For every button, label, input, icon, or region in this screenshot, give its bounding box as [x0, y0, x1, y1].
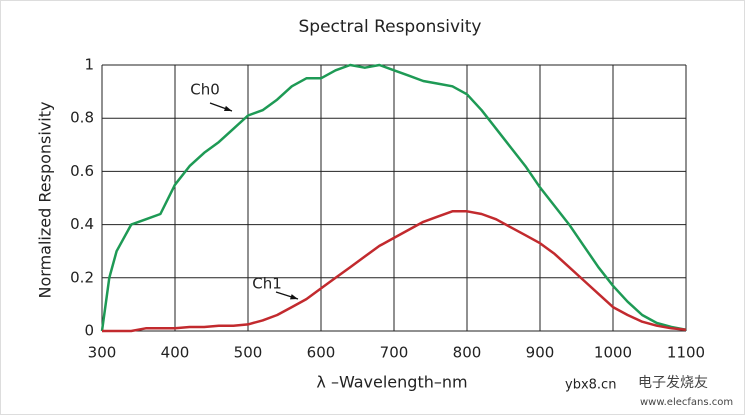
x-tick-label: 500	[234, 344, 263, 362]
arrow-head	[290, 294, 298, 300]
y-tick-label: 0.4	[70, 215, 94, 233]
chart-title: Spectral Responsivity	[298, 17, 481, 37]
series-line	[102, 210, 687, 333]
watermark: 电子发烧友	[638, 375, 708, 391]
watermark: ybx8.cn	[565, 378, 616, 393]
arrow-head	[224, 105, 232, 112]
y-tick-label: 0.6	[70, 162, 94, 180]
watermark: www.elecfans.com	[640, 397, 733, 408]
y-tick-label: 0	[84, 322, 94, 340]
x-tick-label: 700	[380, 344, 409, 362]
x-tick-label: 900	[526, 344, 555, 362]
y-axis-label: Normalized Responsivity	[36, 102, 55, 299]
x-tick-label: 1000	[594, 344, 632, 362]
x-tick-label: 600	[307, 344, 336, 362]
x-tick-label: 300	[88, 344, 117, 362]
series-line	[100, 63, 687, 332]
x-tick-label: 800	[453, 344, 482, 362]
y-tick-label: 0.2	[70, 268, 94, 286]
x-tick-label: 1100	[667, 344, 705, 362]
y-tick-label: 0.8	[70, 109, 94, 127]
x-tick-label: 400	[161, 344, 190, 362]
x-axis-label: λ –Wavelength–nm	[316, 373, 467, 392]
series-label: Ch0	[190, 81, 220, 99]
y-tick-label: 1	[84, 56, 94, 74]
series-label: Ch1	[252, 275, 282, 293]
